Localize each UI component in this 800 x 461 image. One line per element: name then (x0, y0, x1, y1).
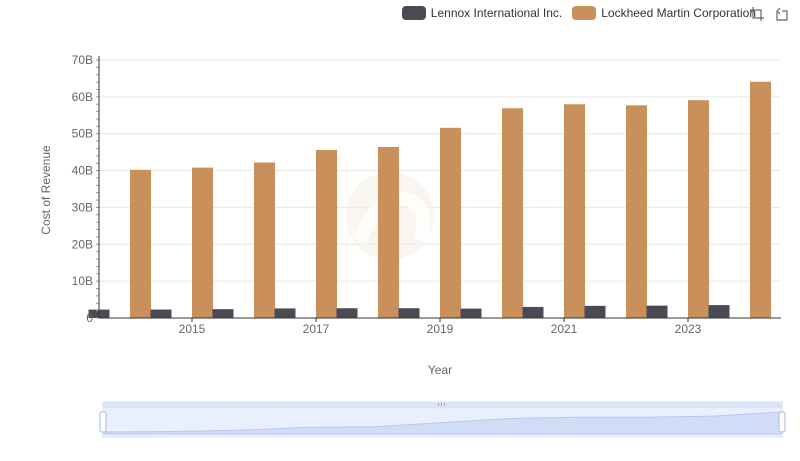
y-tick-label: 60B (72, 90, 93, 104)
y-tick-label: 30B (72, 200, 93, 214)
y-tick-label: 50B (72, 127, 93, 141)
bar-lockheed-2015[interactable] (192, 167, 213, 318)
axes: 0 10B 20B 30B 40B 50B 60B 70B 2015 2017 2019 2021 20… (72, 53, 781, 336)
legend-item-lennox[interactable]: Lennox International Inc. (401, 6, 563, 20)
chart-toolbox (749, 6, 790, 22)
y-axis-title: Cost of Revenue (39, 145, 53, 235)
bar-lockheed-2022[interactable] (626, 105, 647, 318)
legend-swatch-lennox (401, 6, 426, 20)
zoom-handle-right[interactable] (778, 411, 786, 433)
y-tick-label: 10B (72, 274, 93, 288)
zoom-icon[interactable] (749, 6, 765, 22)
legend-label-lennox: Lennox International Inc. (430, 6, 563, 20)
bar-lockheed-2023[interactable] (688, 100, 709, 318)
bar-lennox-2022[interactable] (584, 305, 606, 318)
bar-lennox-2021[interactable] (522, 306, 544, 318)
bar-lennox-2020[interactable] (460, 308, 482, 318)
bar-lockheed-2021[interactable] (564, 104, 585, 318)
bar-lockheed-2019[interactable] (440, 127, 461, 319)
x-tick-label: 2019 (427, 322, 454, 336)
chart-legend: Lennox International Inc. Lockheed Marti… (401, 4, 756, 22)
bar-lockheed-2017[interactable] (316, 149, 337, 318)
bar-lennox-2015[interactable] (150, 309, 172, 318)
zoom-handle-left[interactable] (99, 411, 107, 433)
x-axis-title: Year (428, 363, 452, 377)
legend-item-lockheed[interactable]: Lockheed Martin Corporation (572, 6, 756, 20)
zoom-top-bar[interactable] (103, 402, 782, 408)
bar-lennox-2024[interactable] (708, 305, 730, 318)
x-tick-label: 2023 (675, 322, 702, 336)
bars (88, 81, 771, 319)
x-tick-label: 2015 (179, 322, 206, 336)
bar-lennox-2017[interactable] (274, 308, 296, 318)
x-tick-label: 2021 (551, 322, 578, 336)
y-tick-label: 40B (72, 164, 93, 178)
bar-lockheed-2018[interactable] (378, 146, 399, 318)
bar-lockheed-2016[interactable] (254, 162, 275, 318)
bar-lennox-2019[interactable] (398, 308, 420, 318)
bar-lennox-2018[interactable] (336, 308, 358, 318)
bar-lennox-2023[interactable] (646, 305, 668, 318)
restore-icon[interactable] (774, 6, 790, 22)
bar-lockheed-2014[interactable] (130, 169, 151, 318)
y-tick-label: 0 (86, 311, 93, 325)
legend-swatch-lockheed (572, 6, 597, 20)
y-tick-label: 70B (72, 53, 93, 67)
zoom-grip[interactable] (438, 403, 445, 406)
bar-lockheed-2024[interactable] (750, 81, 771, 318)
bar-lockheed-2020[interactable] (502, 108, 523, 318)
y-tick-label: 20B (72, 237, 93, 251)
x-tick-label: 2017 (303, 322, 330, 336)
bar-lennox-2016[interactable] (212, 309, 234, 318)
legend-label-lockheed: Lockheed Martin Corporation (601, 6, 756, 20)
